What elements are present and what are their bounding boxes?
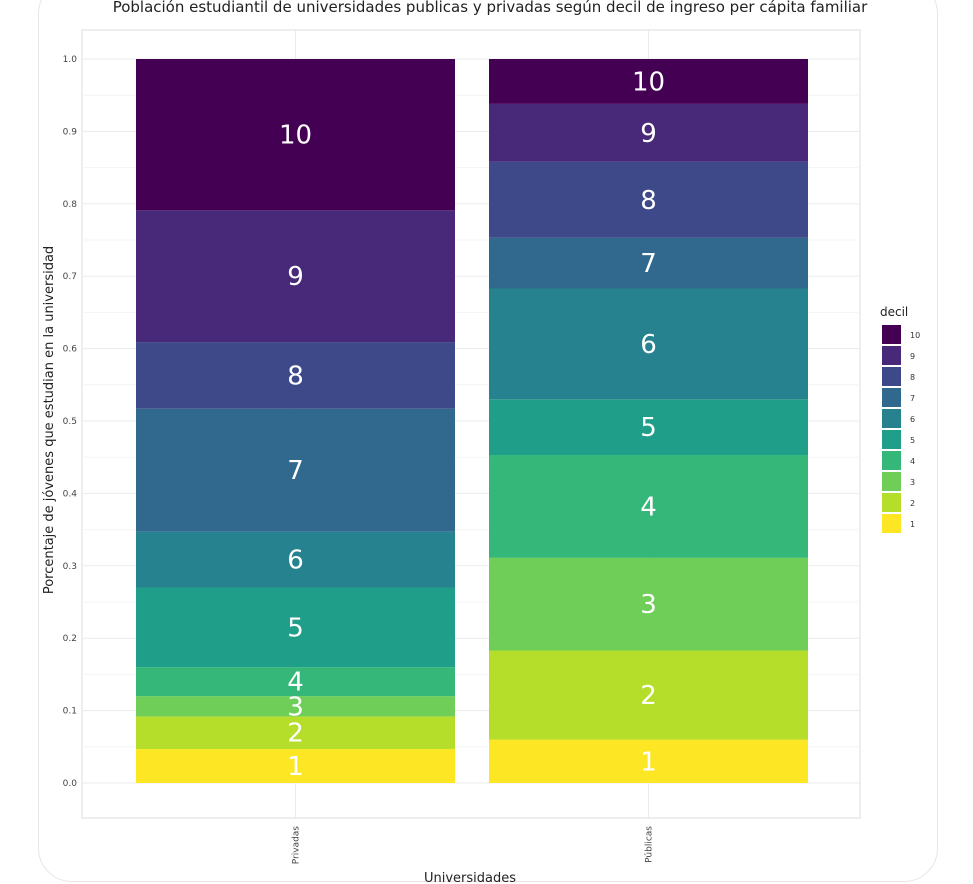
legend-label: 4	[910, 457, 915, 466]
segment-label: 10	[632, 67, 665, 97]
legend-swatch	[882, 451, 901, 470]
bar-segment	[136, 59, 455, 211]
legend-label: 1	[910, 520, 915, 529]
x-axis-title: Universidades	[424, 871, 516, 884]
legend-label: 3	[910, 478, 915, 487]
legend-label: 10	[910, 331, 920, 340]
bar-segment	[136, 667, 455, 697]
y-tick-label: 0.8	[63, 200, 78, 210]
bar-segment	[489, 103, 808, 162]
segment-label: 1	[640, 747, 657, 777]
bar-segment	[489, 739, 808, 783]
legend-swatch	[882, 409, 901, 428]
legend-swatch	[882, 514, 901, 533]
y-tick-label: 0.1	[63, 707, 77, 717]
y-tick-label: 0.3	[63, 562, 77, 572]
y-tick-label: 0.0	[63, 779, 78, 789]
legend-swatch	[882, 430, 901, 449]
bar-segment	[489, 399, 808, 456]
legend-title: decil	[880, 305, 908, 319]
legend-label: 5	[910, 436, 915, 445]
segment-label: 3	[287, 692, 304, 722]
segment-label: 3	[640, 590, 657, 620]
segment-label: 2	[287, 719, 304, 749]
y-tick-label: 0.7	[63, 272, 77, 282]
legend: decil 10 9 8 7 6 5 4 3 2 1	[880, 305, 920, 533]
y-axis-title: Porcentaje de jóvenes que estudian en la…	[42, 246, 57, 594]
legend-swatch	[882, 367, 901, 386]
legend-label: 7	[910, 394, 915, 403]
segment-label: 6	[640, 330, 657, 360]
legend-swatch	[882, 388, 901, 407]
segment-label: 4	[640, 492, 657, 522]
bar-segment	[136, 587, 455, 668]
segment-label: 5	[640, 413, 657, 443]
bar-segment	[489, 161, 808, 238]
chart-title: Población estudiantil de universidades p…	[113, 0, 868, 16]
bar-segment	[136, 342, 455, 409]
segment-label: 10	[279, 121, 312, 151]
x-tick-label: Privadas	[292, 826, 302, 865]
segment-label: 5	[287, 613, 304, 643]
segment-label: 9	[640, 119, 657, 149]
segment-label: 8	[640, 186, 657, 216]
legend-label: 9	[910, 352, 915, 361]
segment-label: 1	[287, 752, 304, 782]
x-axis-ticks: Privadas Públicas	[292, 826, 655, 865]
legend-label: 2	[910, 499, 915, 508]
bar-segment	[136, 716, 455, 749]
segment-label: 7	[640, 249, 657, 279]
bar-segment	[489, 650, 808, 740]
bar-segment	[136, 210, 455, 343]
segment-label: 6	[287, 546, 304, 576]
bar-segment	[136, 531, 455, 588]
segment-label: 4	[287, 668, 304, 698]
bar-segment	[489, 557, 808, 651]
segment-label: 8	[287, 361, 304, 391]
bar-segment	[489, 59, 808, 104]
legend-swatch	[882, 325, 901, 344]
y-tick-label: 0.6	[63, 345, 78, 355]
y-tick-label: 0.4	[63, 489, 78, 499]
bar-segment	[136, 748, 455, 783]
bar-segment	[489, 288, 808, 400]
legend-swatch	[882, 346, 901, 365]
y-tick-label: 0.5	[63, 417, 77, 427]
bar-segment	[489, 455, 808, 558]
segment-label: 2	[640, 681, 657, 711]
legend-swatch	[882, 493, 901, 512]
segment-label: 7	[287, 456, 304, 486]
x-tick-label: Públicas	[645, 826, 655, 863]
y-axis-ticks: 0.0 0.1 0.2 0.3 0.4 0.5 0.6 0.7 0.8 0.9 1.0	[63, 55, 78, 789]
y-tick-label: 0.9	[63, 127, 78, 137]
y-tick-label: 0.2	[63, 634, 77, 644]
bars	[136, 59, 808, 783]
segment-label: 9	[287, 262, 304, 292]
bar-segment	[136, 696, 455, 717]
legend-label: 6	[910, 415, 915, 424]
legend-label: 8	[910, 373, 915, 382]
legend-swatch	[882, 472, 901, 491]
y-tick-label: 1.0	[63, 55, 78, 65]
bar-segment	[136, 408, 455, 532]
bar-segment	[489, 237, 808, 289]
